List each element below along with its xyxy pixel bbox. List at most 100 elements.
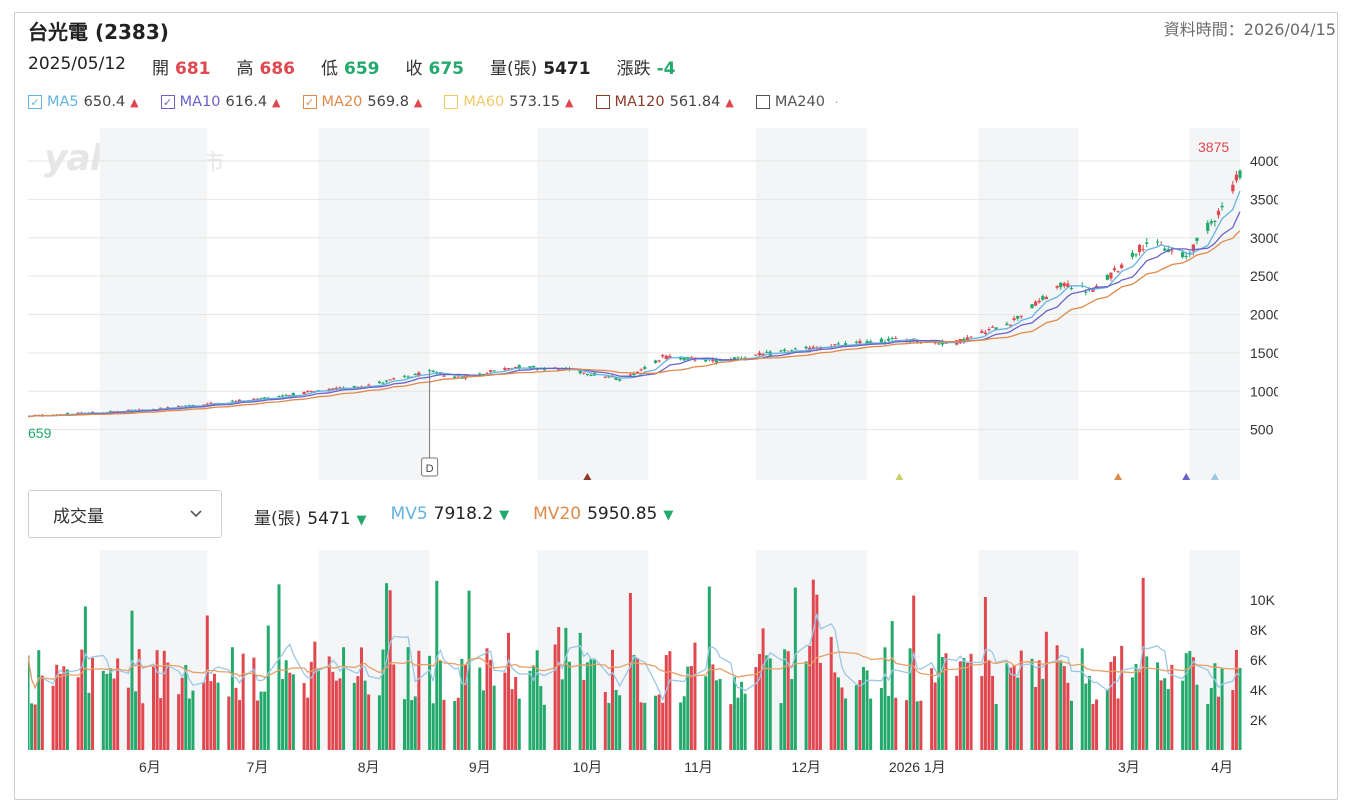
volume-bar	[255, 700, 259, 750]
volume-bar	[514, 677, 518, 750]
ma-toggle-ma120[interactable]: MA120 561.84 ▲	[595, 94, 734, 110]
mv20-line	[28, 651, 1241, 690]
candle-body	[632, 373, 636, 376]
volume-bar	[718, 679, 722, 750]
volume-bar	[212, 673, 216, 750]
volume-bar	[1206, 703, 1210, 750]
volume-bar	[840, 687, 844, 750]
candle-body	[1155, 241, 1160, 243]
ma-name: MA20	[321, 94, 363, 110]
candle-body	[782, 349, 787, 352]
volume-bar	[578, 632, 582, 750]
ma-value: 561.84	[669, 94, 721, 110]
candle-body	[1116, 271, 1120, 273]
volume-bar	[288, 672, 292, 750]
candle-body	[1141, 248, 1145, 250]
volume-bar	[105, 673, 109, 750]
candle-body	[1019, 315, 1023, 317]
volume-bar	[679, 702, 683, 750]
volume-bar	[259, 691, 263, 750]
volume-bar	[1044, 631, 1048, 750]
indicator-select[interactable]: 成交量	[28, 490, 222, 538]
volume-bar	[1184, 653, 1188, 750]
volume-bar	[668, 651, 672, 750]
indicator-select-value: 成交量	[53, 506, 104, 527]
candle-body	[1209, 221, 1213, 224]
volume-bar	[1084, 683, 1088, 750]
ma-value: 616.4	[225, 94, 268, 110]
volume-bar	[51, 685, 55, 750]
candle-body	[1170, 250, 1174, 252]
checkbox-icon[interactable]	[444, 95, 459, 109]
volume-bar	[467, 590, 471, 750]
volume-bar	[1041, 678, 1045, 750]
high-marker-label: 3875	[1198, 139, 1229, 155]
candle-body	[481, 373, 486, 375]
candle-body	[994, 327, 998, 330]
mv20-field: MV20 5950.85 ▼	[533, 504, 673, 529]
candle-body	[653, 360, 658, 363]
volume-bar	[955, 675, 959, 750]
vol-y-tick-label: 6K	[1250, 652, 1268, 668]
volume-bar	[854, 685, 858, 750]
volume-bar	[1116, 698, 1120, 750]
up-arrow-icon: ▲	[565, 95, 574, 109]
candle-body	[1105, 274, 1109, 280]
volume-bar	[58, 673, 62, 750]
candle-body	[431, 370, 435, 373]
volume-bar	[1181, 680, 1185, 750]
volume-bar	[639, 702, 643, 750]
checkbox-icon[interactable]	[595, 95, 610, 109]
volume-bar	[410, 700, 414, 750]
stock-title: 台光電 (2383)	[28, 20, 169, 44]
candle-body	[1084, 291, 1088, 293]
volume-bar	[453, 701, 457, 750]
volume-bar	[704, 676, 708, 750]
volume-bar	[33, 704, 37, 750]
volume-bar	[1163, 678, 1167, 750]
volume-bar	[492, 685, 496, 750]
candle-body	[937, 343, 941, 345]
candle-body	[879, 338, 884, 343]
ma-toggle-ma20[interactable]: ✓ MA20 569.8 ▲	[302, 94, 422, 110]
volume-bar	[517, 698, 521, 750]
candle-body	[1091, 289, 1095, 292]
candle-body	[890, 337, 894, 339]
volume-bar	[91, 657, 95, 750]
volume-bar	[987, 660, 991, 750]
ma-toggle-ma10[interactable]: ✓ MA10 616.4 ▲	[160, 94, 281, 110]
vol-y-tick-label: 2K	[1250, 712, 1268, 728]
checkbox-icon[interactable]	[755, 95, 770, 109]
checkbox-icon[interactable]: ✓	[28, 95, 42, 109]
volume-bar	[309, 661, 313, 750]
ma-toggle-ma5[interactable]: ✓ MA5 650.4 ▲	[28, 94, 139, 110]
volume-bar	[542, 704, 546, 750]
candle-body	[779, 350, 783, 352]
open-field: 開 681	[152, 54, 211, 79]
candle-body	[614, 377, 618, 380]
volume-bar	[664, 655, 668, 750]
candle-body	[790, 350, 794, 352]
volume-bar	[277, 584, 281, 750]
high-label: 高	[236, 59, 254, 79]
low-field: 低 659	[321, 54, 380, 79]
volume-bar	[334, 680, 338, 750]
volume-bar	[758, 654, 761, 750]
ma-toggle-ma240[interactable]: MA240 ·	[755, 94, 838, 110]
ma5-line	[28, 190, 1241, 418]
candle-body	[589, 375, 593, 377]
checkbox-icon[interactable]: ✓	[302, 95, 317, 109]
volume-bar	[184, 664, 188, 750]
candle-body	[191, 404, 195, 406]
volume-bar	[944, 653, 948, 750]
checkbox-icon[interactable]: ✓	[160, 95, 175, 109]
volume-bar	[793, 587, 797, 750]
volume-bar	[560, 679, 564, 750]
candle-body	[237, 399, 242, 402]
volume-bar	[359, 647, 363, 750]
volume-bar	[1209, 688, 1213, 750]
candle-body	[488, 370, 493, 372]
volume-bar	[553, 644, 557, 750]
ma-toggle-ma60[interactable]: MA60 573.15 ▲	[444, 94, 574, 110]
candle-body	[678, 357, 683, 360]
